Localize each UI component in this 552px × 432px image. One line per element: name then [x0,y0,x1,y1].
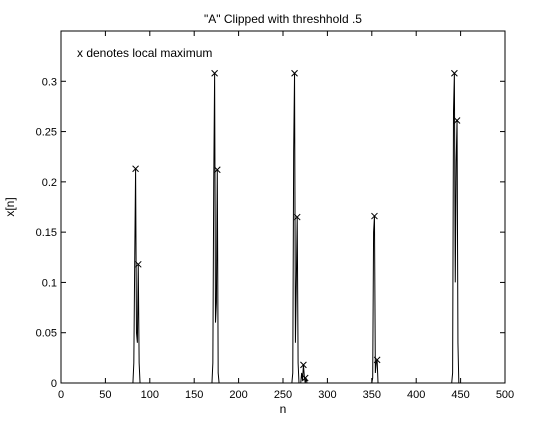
local-max-marker [211,69,218,77]
local-max-marker [373,356,381,364]
y-tick-label: 0 [51,378,57,390]
series-line-0 [61,73,505,384]
chart-annotation: x denotes local maximum [77,46,212,60]
y-tick-label: 0.05 [36,328,57,340]
local-max-marker [132,165,139,173]
local-max-marker [300,361,307,369]
local-max-marker [213,166,221,174]
series-layer [61,73,505,384]
y-tick-label: 0.15 [36,227,57,239]
local-max-marker [291,69,298,77]
x-tick-label: 0 [58,389,64,401]
y-tick-label: 0.1 [42,277,57,289]
axis-ticks [60,31,506,384]
x-tick-label: 250 [274,389,292,401]
chart-title: "A" Clipped with threshhold .5 [204,12,362,26]
x-tick-label: 200 [229,389,247,401]
x-axis-label: n [280,402,287,416]
local-max-marker [293,213,301,221]
y-axis-label: x[n] [3,197,17,216]
x-tick-label: 100 [141,389,159,401]
local-max-marker [453,117,461,124]
y-tick-labels: 0 0.05 0.1 0.15 0.2 0.25 0.3 [36,76,57,390]
local-max-marker [371,212,378,220]
x-tick-labels: 0 50 100 150 200 250 300 350 400 450 500 [58,389,514,401]
local-max-marker [134,260,142,268]
y-tick-label: 0.2 [42,177,57,189]
x-tick-label: 50 [99,389,111,401]
local-maxima-markers [132,69,461,382]
y-tick-label: 0.25 [36,127,57,139]
x-tick-label: 450 [451,389,469,401]
x-tick-label: 150 [185,389,203,401]
x-tick-label: 350 [363,389,381,401]
x-tick-label: 400 [407,389,425,401]
y-tick-label: 0.3 [42,76,57,88]
plot-area [60,30,506,384]
x-tick-label: 500 [496,389,514,401]
x-tick-label: 300 [318,389,336,401]
local-max-marker [451,69,458,77]
local-max-marker [301,374,309,382]
